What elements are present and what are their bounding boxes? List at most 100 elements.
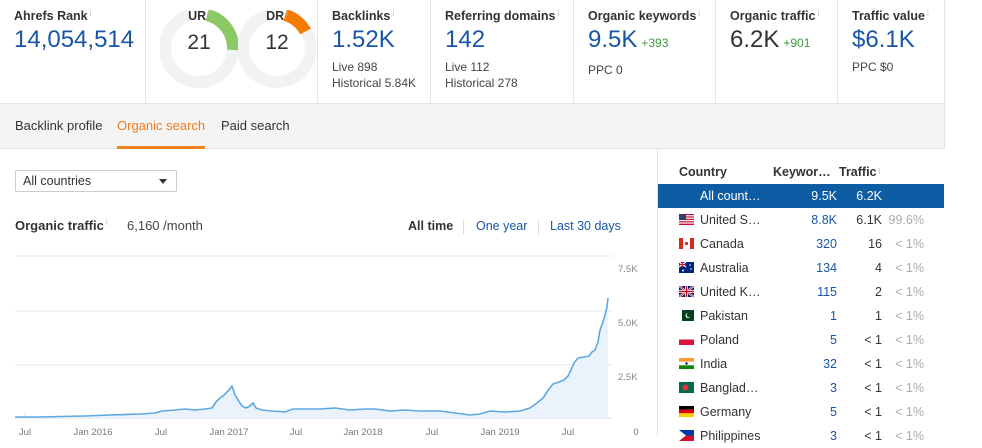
organic-keywords-label: Organic keywords <box>588 9 697 23</box>
canada-flag-icon <box>679 238 694 249</box>
australia-flag-icon <box>679 262 694 273</box>
header-traffic[interactable]: Traffic <box>839 165 877 179</box>
info-icon[interactable]: i <box>105 218 108 227</box>
dr-donut-icon <box>238 10 316 88</box>
organic-traffic-delta: +901 <box>783 36 811 50</box>
ur-value: 21 <box>187 31 211 54</box>
info-icon[interactable]: i <box>392 9 395 18</box>
info-icon[interactable]: i <box>698 9 701 18</box>
x-tick: Jan 2018 <box>343 427 383 438</box>
section-tabs: Backlink profile Organic search Paid sea… <box>0 103 945 149</box>
traffic-value-ppc: PPC $0 <box>852 60 894 74</box>
header-country[interactable]: Country <box>679 165 727 179</box>
panel-divider <box>657 149 658 436</box>
traffic-value-value: $6.1K <box>852 26 915 53</box>
y-tick-2500: 2.5K <box>618 372 638 383</box>
country-select-value: All countries <box>23 174 92 188</box>
backlinks-value[interactable]: 1.52K <box>332 26 395 53</box>
backlinks-live[interactable]: Live 898 <box>332 60 378 74</box>
metric-backlinks: Backlinks i 1.52K Live 898 Historical 5.8… <box>318 0 431 103</box>
organic-traffic-monthly: 6,160 /month <box>127 218 203 233</box>
country-row-au[interactable]: Australia 134 4 < 1% <box>658 256 944 280</box>
referring-domains-live[interactable]: Live 112 <box>445 60 490 74</box>
country-row-all[interactable]: All count… 9.5K 6.2K <box>658 184 944 208</box>
chevron-down-icon <box>159 179 167 184</box>
ur-gauge: UR i 21 <box>160 0 238 100</box>
backlinks-historical[interactable]: Historical 5.84K <box>332 76 417 90</box>
country-row-gb[interactable]: United K… 115 2 < 1% <box>658 280 944 304</box>
organic-traffic-label: Organic traffic <box>730 9 816 23</box>
dr-gauge: DR i 12 <box>238 0 316 100</box>
x-tick: Jul <box>18 427 32 438</box>
ahrefs-rank-label: Ahrefs Rank <box>14 9 88 23</box>
pakistan-flag-icon <box>679 310 694 321</box>
range-one-year[interactable]: One year <box>476 219 528 233</box>
country-select[interactable]: All countries <box>15 170 177 192</box>
india-flag-icon <box>679 358 694 369</box>
x-tick: Jan 2019 <box>480 427 520 438</box>
country-row-us[interactable]: United S… 8.8K 6.1K 99.6% <box>658 208 944 232</box>
x-tick: Jan 2016 <box>73 427 113 438</box>
metric-ur-dr: UR i 21 DR i 12 <box>146 0 318 103</box>
range-last-30-days[interactable]: Last 30 days <box>550 219 621 233</box>
dr-value: 12 <box>265 31 289 54</box>
referring-domains-historical[interactable]: Historical 278 <box>445 76 518 90</box>
country-row-ph[interactable]: Philippines 3 < 1 < 1% <box>658 424 944 448</box>
y-tick-5000: 5.0K <box>618 318 638 329</box>
metric-ahrefs-rank: Ahrefs Rank i 14,054,514 <box>0 0 146 103</box>
country-row-ca[interactable]: Canada 320 16 < 1% <box>658 232 944 256</box>
range-divider <box>538 220 539 234</box>
poland-flag-icon <box>679 334 694 345</box>
x-tick: Jul <box>425 427 439 438</box>
organic-traffic-chart[interactable]: 7.5K 5.0K 2.5K Jul Jan 2016 Jul Jan 2017… <box>0 250 660 438</box>
y-tick-0: 0 <box>633 427 639 438</box>
info-icon[interactable]: i <box>557 9 560 18</box>
x-tick: Jul <box>561 427 575 438</box>
organic-keywords-delta: +393 <box>641 36 669 50</box>
tab-backlink-profile[interactable]: Backlink profile <box>15 118 103 133</box>
range-all-time[interactable]: All time <box>408 219 454 233</box>
ahrefs-rank-value: 14,054,514 <box>14 26 135 53</box>
range-divider <box>463 220 464 234</box>
germany-flag-icon <box>679 406 694 417</box>
metric-organic-keywords: Organic keywords i 9.5K +393 PPC 0 <box>574 0 716 103</box>
country-row-in[interactable]: India 32 < 1 < 1% <box>658 352 944 376</box>
organic-traffic-value: 6.2K <box>730 26 780 53</box>
info-icon[interactable]: i <box>286 9 288 18</box>
organic-keywords-ppc: PPC 0 <box>588 63 623 77</box>
backlinks-label: Backlinks <box>332 9 391 23</box>
us-flag-icon <box>679 214 694 225</box>
x-tick: Jul <box>154 427 168 438</box>
traffic-value-label: Traffic value <box>852 9 925 23</box>
country-row-pk[interactable]: Pakistan 1 1 < 1% <box>658 304 944 328</box>
metrics-bar: Ahrefs Rank i 14,054,514 UR i 21 DR i 12 Ba… <box>0 0 945 103</box>
referring-domains-value[interactable]: 142 <box>445 26 486 53</box>
x-tick: Jan 2017 <box>209 427 249 438</box>
country-table: Country Keywor… Traffic i All count… 9.5K… <box>658 160 944 448</box>
country-row-pl[interactable]: Poland 5 < 1 < 1% <box>658 328 944 352</box>
info-icon[interactable]: i <box>817 9 820 18</box>
organic-traffic-title: Organic traffic <box>15 218 104 233</box>
organic-keywords-value[interactable]: 9.5K <box>588 26 638 53</box>
tab-organic-search[interactable]: Organic search <box>117 104 206 149</box>
country-table-header: Country Keywor… Traffic i <box>658 160 944 184</box>
info-icon[interactable]: i <box>878 167 881 176</box>
tab-paid-search[interactable]: Paid search <box>221 118 290 133</box>
y-tick-7500: 7.5K <box>618 264 638 275</box>
info-icon[interactable]: i <box>89 9 92 18</box>
country-row-de[interactable]: Germany 5 < 1 < 1% <box>658 400 944 424</box>
uk-flag-icon <box>679 286 694 297</box>
country-row-bd[interactable]: Banglad… 3 < 1 < 1% <box>658 376 944 400</box>
dr-label: DR <box>266 9 285 23</box>
info-icon[interactable]: i <box>926 9 929 18</box>
traffic-area-plot <box>15 255 612 419</box>
metric-traffic-value: Traffic value i $6.1K PPC $0 <box>838 0 944 103</box>
x-tick: Jul <box>289 427 303 438</box>
header-keywords[interactable]: Keywor… <box>773 165 831 179</box>
metric-organic-traffic: Organic traffic i 6.2K +901 <box>716 0 838 103</box>
info-icon[interactable]: i <box>208 9 210 18</box>
referring-domains-label: Referring domains <box>445 9 556 23</box>
metric-referring-domains: Referring domains i 142 Live 112 Historic… <box>431 0 574 103</box>
ur-donut-icon <box>160 10 238 88</box>
bangladesh-flag-icon <box>679 382 694 393</box>
